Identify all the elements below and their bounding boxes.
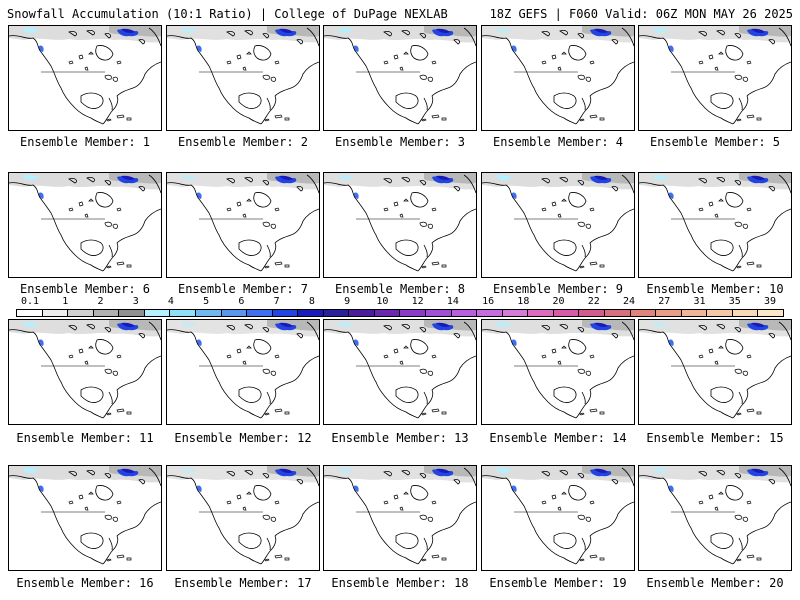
colorbar-tick-label: 35 [728,296,741,307]
colorbar-tick-label: 24 [623,296,636,307]
colorbar-tick-label: 9 [344,296,351,307]
colorbar-tick-label: 5 [203,296,210,307]
colorbar-segment [349,310,375,316]
run-valid-time: 18Z GEFS | F060 Valid: 06Z MON MAY 26 20… [489,7,793,21]
colorbar-tick-label: 22 [587,296,600,307]
ensemble-map-5 [638,25,792,131]
colorbar-tick-label: 18 [517,296,530,307]
ensemble-member-label: Ensemble Member: 14 [489,431,627,445]
ensemble-member-label: Ensemble Member: 15 [646,431,784,445]
colorbar-tick-label: 20 [552,296,565,307]
ensemble-map-9 [481,172,635,278]
ensemble-member-label: Ensemble Member: 10 [646,282,784,296]
colorbar-segment [707,310,733,316]
ensemble-map-15 [638,319,792,425]
colorbar-segment [144,310,171,316]
colorbar-tick-label: 2 [97,296,104,307]
colorbar-tick-label: 4 [167,296,174,307]
colorbar-segment [170,310,196,316]
colorbar-tick-label: 31 [693,296,706,307]
colorbar-segment [732,310,759,316]
colorbar-tick-label: 27 [658,296,671,307]
snowfall-colorbar [16,309,784,317]
colorbar-tick-label: 10 [376,296,389,307]
ensemble-map-10 [638,172,792,278]
colorbar-segment [272,310,299,316]
ensemble-map-16 [8,465,162,571]
colorbar-tick-label: 16 [482,296,495,307]
ensemble-member-label: Ensemble Member: 5 [649,135,781,149]
ensemble-member-label: Ensemble Member: 6 [19,282,151,296]
colorbar-segment [247,310,273,316]
ensemble-member-label: Ensemble Member: 19 [489,576,627,590]
ensemble-map-17 [166,465,320,571]
colorbar-tick-labels: 0.1 1 2 3 4 5 6 7 8 9 10 12 14 16 18 20 22 24 27 31 35 39 [16,296,784,308]
colorbar-segment [93,310,120,316]
colorbar-segment [119,310,145,316]
ensemble-map-3 [323,25,477,131]
colorbar-segment [528,310,554,316]
colorbar-segment [17,310,43,316]
colorbar-tick-label: 3 [132,296,139,307]
ensemble-member-label: Ensemble Member: 12 [174,431,312,445]
colorbar-segment [502,310,529,316]
colorbar-segment [374,310,401,316]
colorbar-segment [400,310,426,316]
ensemble-member-label: Ensemble Member: 16 [16,576,154,590]
colorbar-segment [630,310,657,316]
ensemble-member-label: Ensemble Member: 8 [334,282,466,296]
colorbar-segment [451,310,478,316]
colorbar-tick-label: 1 [62,296,69,307]
colorbar-segment [298,310,324,316]
ensemble-map-11 [8,319,162,425]
colorbar-segment [758,310,783,316]
colorbar-tick-label: 8 [308,296,315,307]
colorbar-segment [579,310,605,316]
colorbar-tick-label: 12 [411,296,424,307]
colorbar-tick-label: 14 [446,296,459,307]
ensemble-map-1 [8,25,162,131]
ensemble-map-12 [166,319,320,425]
colorbar-segment [681,310,708,316]
ensemble-map-19 [481,465,635,571]
ensemble-map-4 [481,25,635,131]
ensemble-member-label: Ensemble Member: 1 [19,135,151,149]
ensemble-member-label: Ensemble Member: 11 [16,431,154,445]
ensemble-member-label: Ensemble Member: 3 [334,135,466,149]
ensemble-map-8 [323,172,477,278]
ensemble-member-label: Ensemble Member: 2 [177,135,309,149]
ensemble-member-label: Ensemble Member: 20 [646,576,784,590]
ensemble-member-label: Ensemble Member: 7 [177,282,309,296]
colorbar-tick-label: 39 [763,296,777,307]
colorbar-segment [221,310,248,316]
colorbar-tick-label: 7 [273,296,280,307]
colorbar-segment [68,310,94,316]
ensemble-member-label: Ensemble Member: 4 [492,135,624,149]
ensemble-member-label: Ensemble Member: 17 [174,576,312,590]
ensemble-map-14 [481,319,635,425]
colorbar-segment [42,310,69,316]
ensemble-member-label: Ensemble Member: 9 [492,282,624,296]
colorbar-segment [477,310,503,316]
ensemble-member-label: Ensemble Member: 13 [331,431,469,445]
map-title: Snowfall Accumulation (10:1 Ratio) | Col… [7,7,448,21]
colorbar-segment [656,310,682,316]
colorbar-segment [604,310,631,316]
colorbar-segment [553,310,580,316]
ensemble-map-7 [166,172,320,278]
colorbar-tick-label: 6 [238,296,245,307]
ensemble-map-18 [323,465,477,571]
ensemble-member-label: Ensemble Member: 18 [331,576,469,590]
ensemble-map-13 [323,319,477,425]
ensemble-map-20 [638,465,792,571]
colorbar-segment [195,310,222,316]
colorbar-segment [323,310,350,316]
ensemble-map-6 [8,172,162,278]
colorbar-segment [426,310,452,316]
colorbar-tick-label: 0.1 [20,296,40,307]
ensemble-map-2 [166,25,320,131]
